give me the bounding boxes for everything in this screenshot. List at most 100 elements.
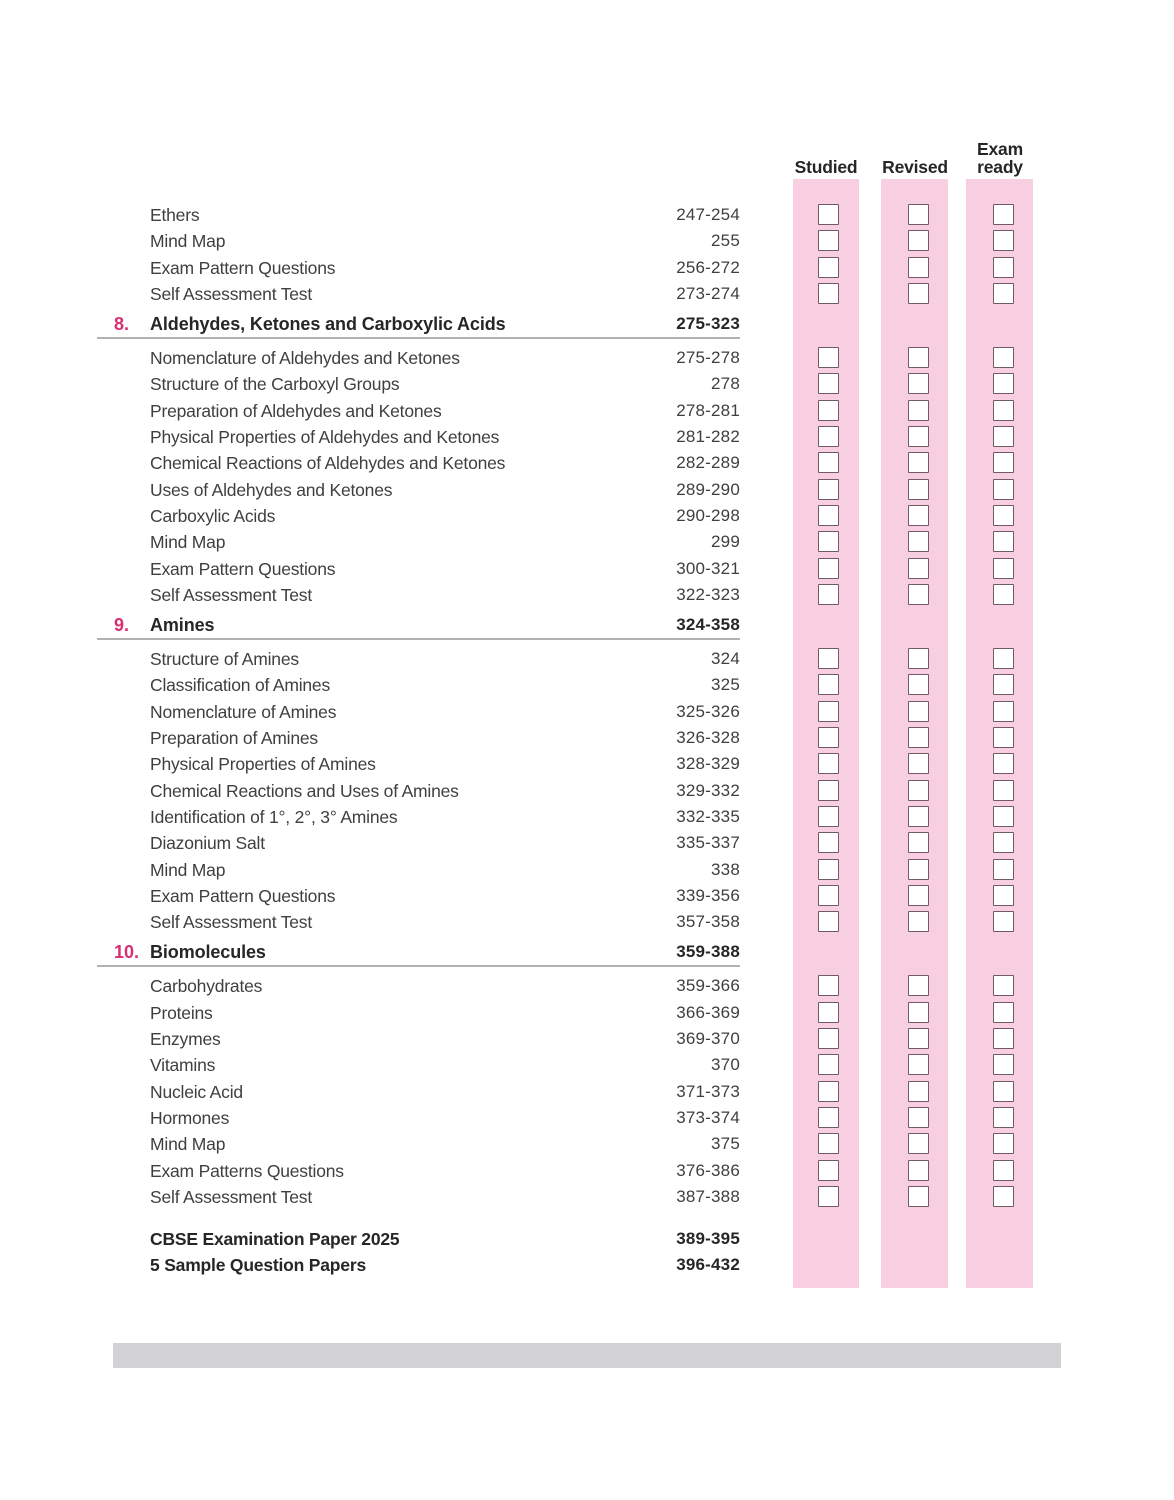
revised-checkbox[interactable] xyxy=(908,282,929,304)
studied-checkbox[interactable] xyxy=(818,805,839,827)
revised-checkbox[interactable] xyxy=(908,347,929,369)
studied-checkbox[interactable] xyxy=(818,1028,839,1050)
exam-ready-checkbox[interactable] xyxy=(993,1106,1014,1128)
revised-checkbox[interactable] xyxy=(908,805,929,827)
exam-ready-checkbox[interactable] xyxy=(993,727,1014,749)
revised-checkbox[interactable] xyxy=(908,753,929,775)
revised-checkbox[interactable] xyxy=(908,426,929,448)
exam-ready-checkbox[interactable] xyxy=(993,1080,1014,1102)
revised-checkbox[interactable] xyxy=(908,975,929,997)
studied-checkbox[interactable] xyxy=(818,1054,839,1076)
exam-ready-checkbox[interactable] xyxy=(993,1028,1014,1050)
exam-ready-checkbox[interactable] xyxy=(993,779,1014,801)
revised-checkbox[interactable] xyxy=(908,674,929,696)
studied-checkbox[interactable] xyxy=(818,452,839,474)
exam-ready-checkbox[interactable] xyxy=(993,975,1014,997)
revised-checkbox[interactable] xyxy=(908,1185,929,1207)
studied-checkbox[interactable] xyxy=(818,1080,839,1102)
exam-ready-checkbox[interactable] xyxy=(993,557,1014,579)
exam-ready-checkbox[interactable] xyxy=(993,204,1014,225)
revised-checkbox[interactable] xyxy=(908,911,929,933)
revised-checkbox[interactable] xyxy=(908,727,929,749)
studied-checkbox[interactable] xyxy=(818,884,839,906)
studied-checkbox[interactable] xyxy=(818,204,839,225)
revised-checkbox[interactable] xyxy=(908,858,929,880)
studied-checkbox[interactable] xyxy=(818,858,839,880)
exam-ready-checkbox[interactable] xyxy=(993,858,1014,880)
exam-ready-checkbox[interactable] xyxy=(993,478,1014,500)
exam-ready-checkbox[interactable] xyxy=(993,504,1014,526)
exam-ready-checkbox[interactable] xyxy=(993,399,1014,421)
revised-checkbox[interactable] xyxy=(908,884,929,906)
studied-checkbox[interactable] xyxy=(818,911,839,933)
exam-ready-checkbox[interactable] xyxy=(993,911,1014,933)
studied-checkbox[interactable] xyxy=(818,832,839,854)
studied-checkbox[interactable] xyxy=(818,230,839,252)
studied-checkbox[interactable] xyxy=(818,779,839,801)
studied-checkbox[interactable] xyxy=(818,1185,839,1207)
exam-ready-checkbox[interactable] xyxy=(993,832,1014,854)
revised-checkbox[interactable] xyxy=(908,1106,929,1128)
studied-checkbox[interactable] xyxy=(818,282,839,304)
revised-checkbox[interactable] xyxy=(908,557,929,579)
studied-checkbox[interactable] xyxy=(818,557,839,579)
studied-checkbox[interactable] xyxy=(818,373,839,395)
exam-ready-checkbox[interactable] xyxy=(993,1185,1014,1207)
studied-checkbox[interactable] xyxy=(818,753,839,775)
exam-ready-checkbox[interactable] xyxy=(993,1133,1014,1155)
revised-checkbox[interactable] xyxy=(908,779,929,801)
revised-checkbox[interactable] xyxy=(908,1080,929,1102)
revised-checkbox[interactable] xyxy=(908,1159,929,1181)
studied-checkbox[interactable] xyxy=(818,1106,839,1128)
revised-checkbox[interactable] xyxy=(908,204,929,225)
exam-ready-checkbox[interactable] xyxy=(993,884,1014,906)
exam-ready-checkbox[interactable] xyxy=(993,674,1014,696)
exam-ready-checkbox[interactable] xyxy=(993,648,1014,670)
exam-ready-checkbox[interactable] xyxy=(993,256,1014,278)
studied-checkbox[interactable] xyxy=(818,347,839,369)
studied-checkbox[interactable] xyxy=(818,504,839,526)
revised-checkbox[interactable] xyxy=(908,256,929,278)
studied-checkbox[interactable] xyxy=(818,648,839,670)
exam-ready-checkbox[interactable] xyxy=(993,230,1014,252)
exam-ready-checkbox[interactable] xyxy=(993,700,1014,722)
revised-checkbox[interactable] xyxy=(908,1001,929,1023)
revised-checkbox[interactable] xyxy=(908,1054,929,1076)
studied-checkbox[interactable] xyxy=(818,727,839,749)
revised-checkbox[interactable] xyxy=(908,478,929,500)
revised-checkbox[interactable] xyxy=(908,1133,929,1155)
exam-ready-checkbox[interactable] xyxy=(993,373,1014,395)
exam-ready-checkbox[interactable] xyxy=(993,531,1014,553)
exam-ready-checkbox[interactable] xyxy=(993,805,1014,827)
studied-checkbox[interactable] xyxy=(818,700,839,722)
studied-checkbox[interactable] xyxy=(818,975,839,997)
studied-checkbox[interactable] xyxy=(818,674,839,696)
studied-checkbox[interactable] xyxy=(818,256,839,278)
studied-checkbox[interactable] xyxy=(818,478,839,500)
revised-checkbox[interactable] xyxy=(908,399,929,421)
revised-checkbox[interactable] xyxy=(908,373,929,395)
revised-checkbox[interactable] xyxy=(908,700,929,722)
studied-checkbox[interactable] xyxy=(818,1133,839,1155)
studied-checkbox[interactable] xyxy=(818,1001,839,1023)
exam-ready-checkbox[interactable] xyxy=(993,426,1014,448)
studied-checkbox[interactable] xyxy=(818,426,839,448)
revised-checkbox[interactable] xyxy=(908,531,929,553)
revised-checkbox[interactable] xyxy=(908,648,929,670)
exam-ready-checkbox[interactable] xyxy=(993,583,1014,605)
exam-ready-checkbox[interactable] xyxy=(993,347,1014,369)
exam-ready-checkbox[interactable] xyxy=(993,753,1014,775)
studied-checkbox[interactable] xyxy=(818,1159,839,1181)
revised-checkbox[interactable] xyxy=(908,583,929,605)
studied-checkbox[interactable] xyxy=(818,583,839,605)
revised-checkbox[interactable] xyxy=(908,504,929,526)
exam-ready-checkbox[interactable] xyxy=(993,1054,1014,1076)
revised-checkbox[interactable] xyxy=(908,832,929,854)
exam-ready-checkbox[interactable] xyxy=(993,1001,1014,1023)
studied-checkbox[interactable] xyxy=(818,399,839,421)
exam-ready-checkbox[interactable] xyxy=(993,452,1014,474)
exam-ready-checkbox[interactable] xyxy=(993,282,1014,304)
revised-checkbox[interactable] xyxy=(908,230,929,252)
revised-checkbox[interactable] xyxy=(908,452,929,474)
studied-checkbox[interactable] xyxy=(818,531,839,553)
